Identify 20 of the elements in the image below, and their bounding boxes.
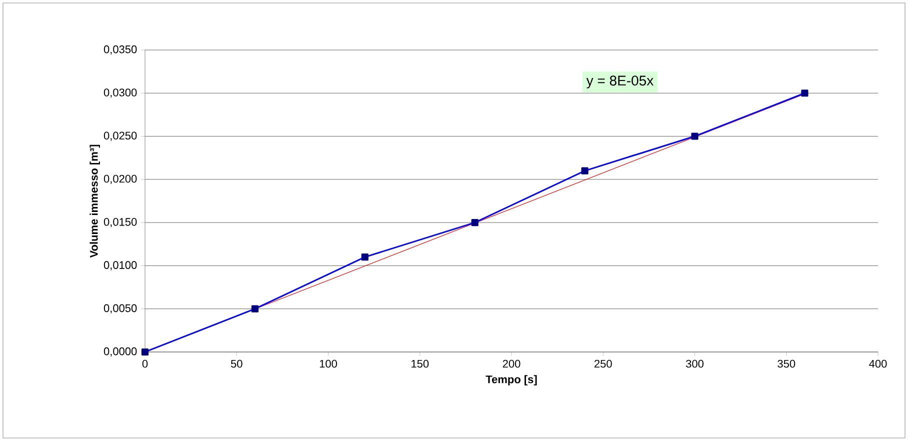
x-tick-label: 300 — [686, 360, 704, 368]
y-tick-label: 0,0100 — [104, 261, 137, 270]
annotation: y = 8E-05x — [586, 76, 654, 88]
y-tick-label: 0,0250 — [104, 132, 137, 141]
x-tick-label: 200 — [502, 360, 520, 368]
x-tick-label: 400 — [869, 360, 887, 368]
y-axis-title: Volume immesso [m³] — [90, 144, 100, 258]
y-tick-label: 0,0300 — [104, 88, 137, 98]
y-tick-label: 0,0200 — [104, 174, 137, 184]
y-tick-label: 0,0350 — [104, 45, 137, 55]
x-tick-label: 350 — [778, 360, 796, 368]
x-tick-label: 100 — [320, 360, 338, 368]
x-axis-title: Tempo [s] — [486, 375, 537, 386]
y-tick-label: 0,0150 — [104, 218, 137, 228]
y-tick-label: 0,0000 — [104, 347, 137, 357]
x-tick-label: 150 — [412, 360, 429, 368]
y-tick-label: 0,0050 — [104, 304, 137, 314]
x-tick-label: 0 — [142, 360, 148, 368]
x-tick-label: 250 — [594, 360, 612, 368]
x-tick-label: 50 — [230, 360, 242, 368]
